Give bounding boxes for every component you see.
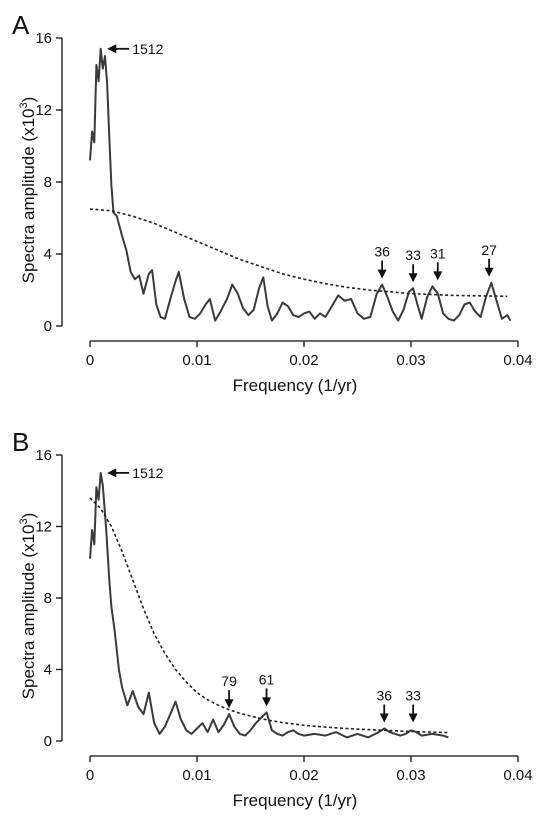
annotation-label: 1512	[132, 41, 163, 57]
y-tick-label: 0	[44, 318, 52, 335]
x-tick-label: 0	[86, 352, 94, 369]
annotation-arrowhead	[107, 468, 117, 478]
annotation-label: 31	[430, 245, 446, 261]
x-tick-label: 0.01	[182, 352, 211, 369]
confidence-curve	[89, 208, 508, 298]
y-tick-label: 0	[44, 733, 52, 750]
panel-label: B	[12, 427, 29, 457]
spectrum-line	[89, 47, 512, 322]
chart-panel-b: B 0 4 8 12 16 0 0.01 0.02 0.03 0.04 Frequency (1/y…	[12, 427, 533, 810]
panel-label: A	[12, 10, 30, 40]
annotation-label: 36	[376, 687, 392, 703]
x-axis-title: Frequency (1/yr)	[233, 376, 358, 395]
y-tick-label: 8	[44, 590, 52, 607]
annotation-label: 79	[221, 673, 237, 689]
y-tick-label: 12	[35, 519, 52, 536]
confidence-curve	[89, 497, 449, 734]
y-tick-label: 4	[44, 246, 52, 263]
x-tick-label: 0.01	[182, 767, 211, 784]
annotation-arrowhead	[107, 44, 117, 54]
annotation-label: 33	[405, 247, 421, 263]
y-axis-title: Spectra amplitude (x103)	[18, 513, 38, 700]
x-tick-label: 0.03	[396, 767, 425, 784]
annotation-arrowhead	[484, 267, 494, 277]
x-tick-label: 0.04	[503, 352, 532, 369]
y-tick-label: 16	[35, 30, 52, 47]
y-tick-label: 8	[44, 174, 52, 191]
x-tick-label: 0.03	[396, 352, 425, 369]
y-axis-title: Spectra amplitude (x103)	[18, 97, 38, 284]
annotation-label: 27	[481, 242, 497, 258]
y-tick-label: 16	[35, 447, 52, 464]
annotation-label: 36	[374, 244, 390, 260]
spectrum-line	[89, 471, 449, 739]
x-tick-label: 0	[86, 767, 94, 784]
annotation-arrowhead	[408, 273, 418, 283]
chart-panel-a: A 0 4 8 12 16 0 0.01 0.02 0.03 0.04 Frequency (1/y…	[12, 10, 533, 395]
x-tick-label: 0.04	[503, 767, 532, 784]
annotation-arrowhead	[262, 697, 272, 707]
x-axis-title: Frequency (1/yr)	[233, 791, 358, 810]
annotation-arrowhead	[379, 713, 389, 723]
y-tick-label: 4	[44, 662, 52, 679]
annotation-arrowhead	[377, 269, 387, 279]
annotation-arrowhead	[433, 271, 443, 281]
annotation-label: 1512	[132, 465, 163, 481]
x-tick-label: 0.02	[289, 352, 318, 369]
x-tick-label: 0.02	[289, 767, 318, 784]
annotation-arrowhead	[408, 713, 418, 723]
annotation-label: 33	[405, 687, 421, 703]
annotation-label: 61	[259, 671, 275, 687]
y-tick-label: 12	[35, 102, 52, 119]
annotation-arrowhead	[224, 699, 234, 709]
